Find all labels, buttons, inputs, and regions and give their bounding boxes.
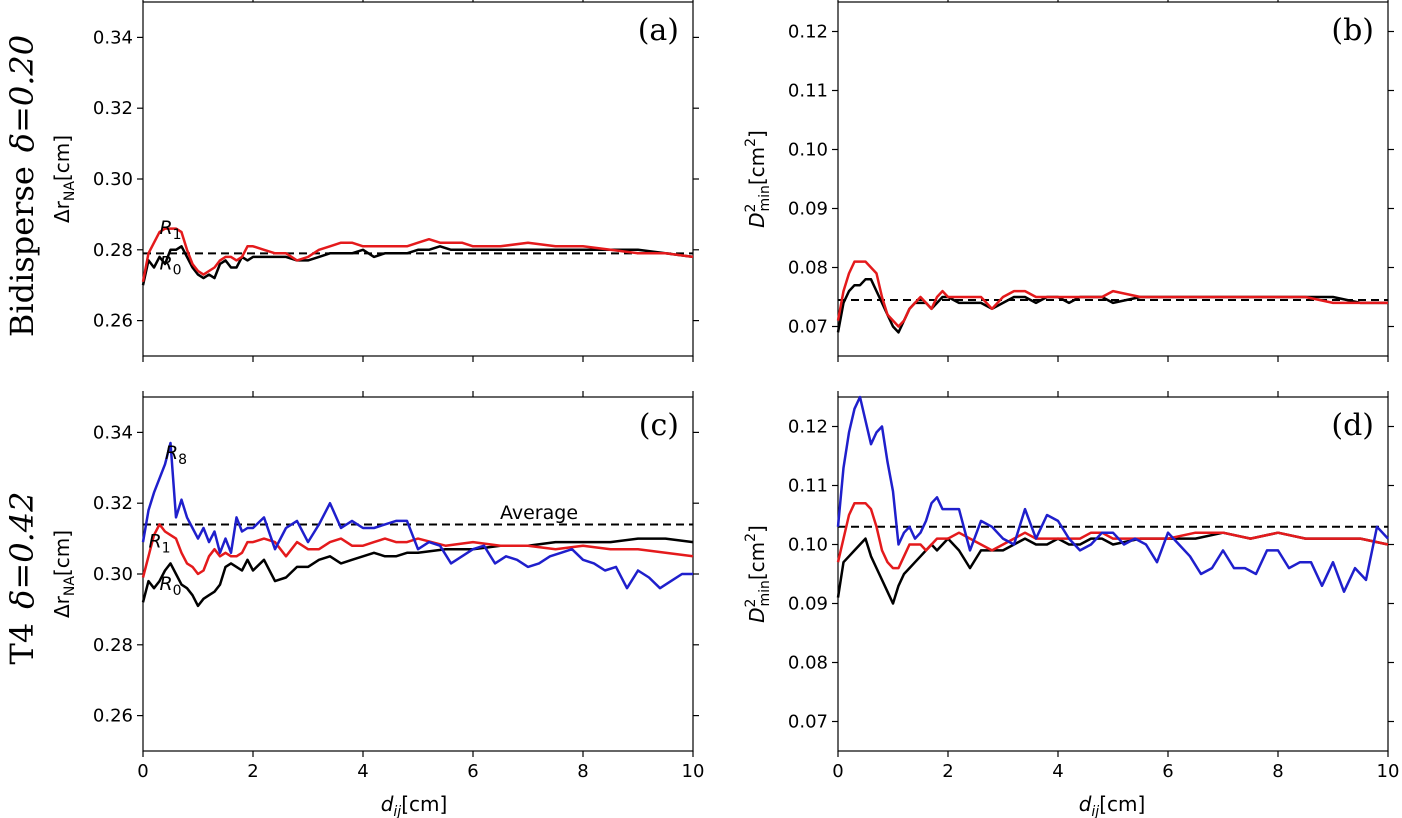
x-tick-label: 0 xyxy=(137,761,148,782)
x-tick-label: 6 xyxy=(467,761,478,782)
y-tick-label: 0.08 xyxy=(788,258,828,279)
plot-frame xyxy=(837,396,1389,752)
y-tick-label: 0.26 xyxy=(93,706,133,727)
panel-label: (b) xyxy=(1331,13,1374,48)
plot-frame xyxy=(837,1,1389,357)
row-label-top-delta: δ=0.20 xyxy=(3,35,41,152)
x-axis-label-right: dij[cm] xyxy=(1079,792,1146,818)
annotation: R1 xyxy=(148,530,170,556)
series-line-r0 xyxy=(141,537,694,608)
annotation: Average xyxy=(500,502,578,524)
series-line-r1 xyxy=(141,523,694,578)
y-tick-label: 0.08 xyxy=(788,653,828,674)
panel-c: 0.26 0.28 0.30 0.32 0.34 0 2 4 6 8 10 R8 R1 R0 Average… xyxy=(50,391,704,782)
y-axis-label: D2min[cm2] xyxy=(743,525,773,623)
y-tick-label: 0.07 xyxy=(788,317,828,338)
series-line-r1 xyxy=(836,501,1389,570)
y-tick-label: 0.34 xyxy=(93,422,133,443)
annotation: R0 xyxy=(159,573,181,599)
x-tick-label: 6 xyxy=(1162,761,1173,782)
series-line-r0 xyxy=(836,278,1388,334)
row-label-top-main: Bidisperse xyxy=(3,166,41,337)
series-line-r0 xyxy=(836,531,1389,605)
series-line-r0 xyxy=(141,245,694,286)
annotation: R8 xyxy=(165,442,187,468)
annotation: R1 xyxy=(159,217,181,243)
y-tick-label: 0.11 xyxy=(788,476,828,497)
x-tick-label: 2 xyxy=(942,761,953,782)
x-tick-label: 4 xyxy=(1052,761,1063,782)
series-line-r8 xyxy=(141,441,693,590)
y-tick-label: 0.09 xyxy=(788,199,828,220)
y-tick-label: 0.10 xyxy=(788,535,828,556)
y-axis-label: ΔrNA[cm] xyxy=(50,530,78,618)
annotation: R0 xyxy=(159,252,181,278)
x-tick-label: 0 xyxy=(832,761,843,782)
x-tick-label: 8 xyxy=(577,761,588,782)
y-tick-label: 0.11 xyxy=(788,81,828,102)
y-tick-label: 0.30 xyxy=(93,169,133,190)
panel-label: (d) xyxy=(1331,408,1374,443)
y-tick-label: 0.26 xyxy=(93,311,133,332)
y-tick-label: 0.34 xyxy=(93,27,133,48)
y-tick-label: 0.07 xyxy=(788,712,828,733)
y-tick-label: 0.09 xyxy=(788,594,828,615)
series-line-r8 xyxy=(836,395,1389,593)
panel-label: (c) xyxy=(639,408,679,443)
row-label-bottom-main: T4 xyxy=(3,623,41,665)
plot-frame xyxy=(142,1,694,357)
y-tick-label: 0.28 xyxy=(93,240,133,261)
plot-frame xyxy=(142,396,694,752)
x-tick-label: 4 xyxy=(357,761,368,782)
panel-a: 0.26 0.28 0.30 0.32 0.34 R1 R0 (a) ΔrNA[cm] xyxy=(50,0,699,362)
y-tick-label: 0.12 xyxy=(788,417,828,438)
panel-label: (a) xyxy=(638,13,679,48)
x-tick-label: 8 xyxy=(1272,761,1283,782)
x-axis-label-left: dij[cm] xyxy=(381,792,448,818)
y-tick-label: 0.10 xyxy=(788,140,828,161)
x-tick-label: 10 xyxy=(1377,761,1400,782)
y-tick-label: 0.32 xyxy=(93,493,133,514)
y-tick-label: 0.28 xyxy=(93,635,133,656)
panel-b: 0.07 0.08 0.09 0.10 0.11 0.12 (b) D2min[cm2] xyxy=(743,0,1394,362)
x-tick-label: 2 xyxy=(247,761,258,782)
series-line-r1 xyxy=(836,260,1388,328)
x-tick-label: 10 xyxy=(682,761,705,782)
y-tick-label: 0.30 xyxy=(93,564,133,585)
series-line-r1 xyxy=(141,227,694,282)
row-label-top: Bidisperse δ=0.20 xyxy=(3,35,41,337)
y-tick-label: 0.12 xyxy=(788,22,828,43)
y-axis-label: ΔrNA[cm] xyxy=(50,135,78,223)
row-label-bottom-delta: δ=0.42 xyxy=(3,491,41,608)
y-axis-label: D2min[cm2] xyxy=(743,130,773,228)
panel-d: 0.07 0.08 0.09 0.10 0.11 0.12 0 2 4 6 8 10 (d) D2min[… xyxy=(743,391,1399,782)
row-label-bottom: T4 δ=0.42 xyxy=(3,491,41,664)
y-tick-label: 0.32 xyxy=(93,98,133,119)
